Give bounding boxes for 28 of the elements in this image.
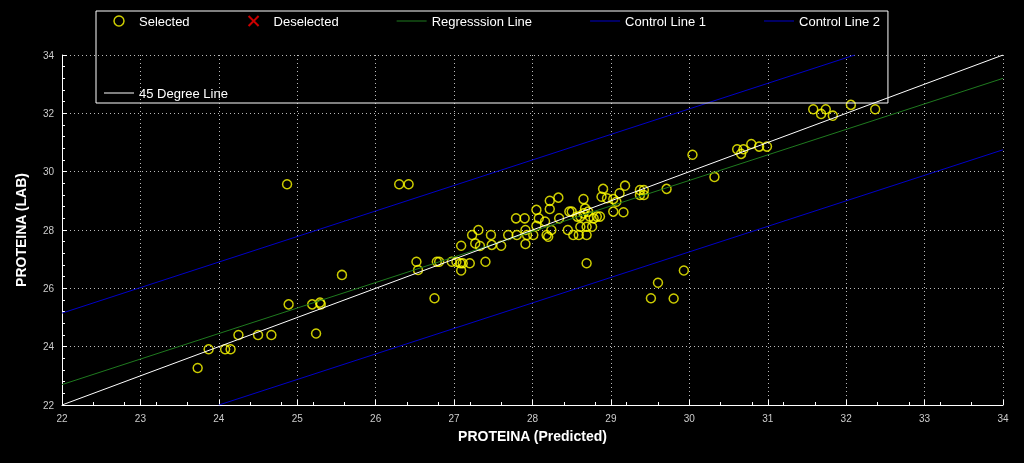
y-tick-label: 30 bbox=[42, 166, 55, 178]
x-tick-label: 26 bbox=[370, 412, 382, 424]
x-tick-label: 27 bbox=[448, 412, 461, 424]
x-tick-label: 23 bbox=[134, 412, 147, 424]
x-tick-label: 31 bbox=[762, 412, 774, 424]
y-tick-label: 32 bbox=[42, 107, 55, 119]
x-tick-label: 33 bbox=[919, 412, 931, 424]
x-tick-label: 28 bbox=[526, 412, 539, 424]
y-tick-label: 24 bbox=[42, 341, 55, 353]
x-tick-label: 22 bbox=[56, 412, 68, 424]
x-tick-label: 29 bbox=[605, 412, 617, 424]
x-tick-label: 34 bbox=[997, 412, 1009, 424]
x-tick-label: 25 bbox=[291, 412, 304, 424]
legend-label: Regresssion Line bbox=[431, 13, 533, 29]
y-tick-label: 26 bbox=[42, 282, 55, 294]
legend-label: Control Line 2 bbox=[799, 13, 880, 29]
x-axis-title: PROTEINA (Predicted) bbox=[458, 428, 607, 444]
legend-label: Selected bbox=[139, 13, 190, 29]
legend-label: Deselected bbox=[273, 13, 339, 29]
x-tick-label: 30 bbox=[683, 412, 696, 424]
y-tick-label: 28 bbox=[42, 224, 55, 236]
y-tick-label: 34 bbox=[42, 49, 55, 61]
x-tick-label: 24 bbox=[213, 412, 225, 424]
x-tick-label: 32 bbox=[840, 412, 853, 424]
legend-label: 45 Degree Line bbox=[139, 85, 228, 101]
y-tick-label: 22 bbox=[42, 399, 55, 411]
y-axis-title: PROTEINA (LAB) bbox=[13, 173, 29, 287]
legend-label: Control Line 1 bbox=[625, 13, 707, 29]
